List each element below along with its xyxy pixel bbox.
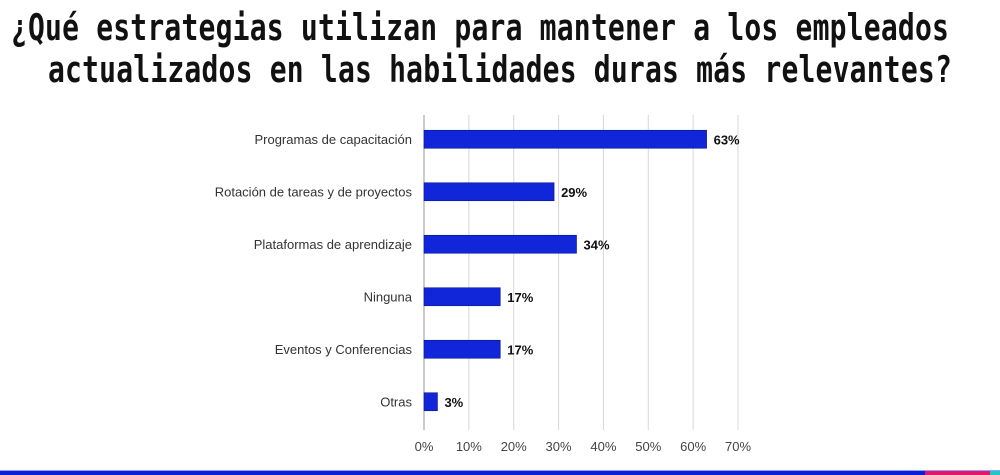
- x-tick-label: 0%: [415, 439, 434, 454]
- bar: [423, 129, 707, 149]
- category-label: Programas de capacitación: [254, 132, 412, 147]
- chart-title-line-1: ¿Qué estrategias utilizan para mantener …: [10, 6, 950, 49]
- x-tick-label: 30%: [546, 439, 572, 454]
- category-label: Plataformas de aprendizaje: [254, 237, 412, 252]
- data-label: 29%: [561, 185, 587, 200]
- data-label: 17%: [507, 290, 533, 305]
- category-label: Otras: [380, 394, 412, 409]
- data-label: 3%: [444, 395, 463, 410]
- category-label: Ninguna: [364, 289, 413, 304]
- bottom-strip-pink: [925, 471, 990, 475]
- category-label: Rotación de tareas y de proyectos: [215, 184, 413, 199]
- bar: [423, 287, 501, 307]
- bar: [423, 339, 501, 359]
- x-tick-label: 20%: [501, 439, 527, 454]
- bottom-strip-teal: [990, 471, 1000, 475]
- x-tick-label: 70%: [725, 439, 751, 454]
- bottom-strip-blue: [0, 471, 925, 475]
- category-label: Eventos y Conferencias: [275, 342, 413, 357]
- x-tick-label: 60%: [680, 439, 706, 454]
- x-tick-label: 50%: [635, 439, 661, 454]
- x-tick-label: 10%: [456, 439, 482, 454]
- bar: [423, 392, 438, 412]
- bar: [423, 182, 555, 202]
- x-tick-label: 40%: [590, 439, 616, 454]
- bar: [423, 234, 577, 254]
- data-label: 17%: [507, 342, 533, 357]
- chart-title-line-2: actualizados en las habilidades duras má…: [47, 48, 953, 91]
- data-label: 63%: [714, 132, 740, 147]
- data-label: 34%: [584, 237, 610, 252]
